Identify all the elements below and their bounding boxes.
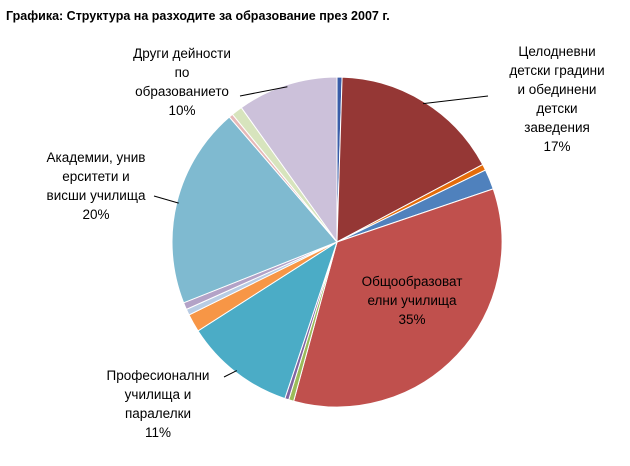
leader-line-other	[239, 86, 288, 97]
leader-line-vocational	[223, 370, 238, 378]
leader-line-universities	[153, 195, 179, 204]
chart-title: Графика: Структура на разходите за образ…	[6, 9, 390, 23]
pie-slice-14	[240, 76, 338, 244]
label-kindergartens: Целодневни детски градини и обединени де…	[509, 44, 605, 154]
label-universities: Академии, унив ерситети и висши училища …	[46, 150, 146, 222]
leader-line-kindergartens	[423, 95, 489, 105]
pie-slice-1	[336, 76, 484, 243]
pie-slice-4	[293, 188, 503, 408]
label-other-activities: Други дейности по образованието 10%	[133, 46, 231, 118]
label-general-schools: Общообразоват елни училища 35%	[361, 274, 463, 327]
label-vocational-schools: Професионални училища и паралелки 11%	[106, 368, 210, 440]
pie-slice-7	[197, 240, 338, 400]
